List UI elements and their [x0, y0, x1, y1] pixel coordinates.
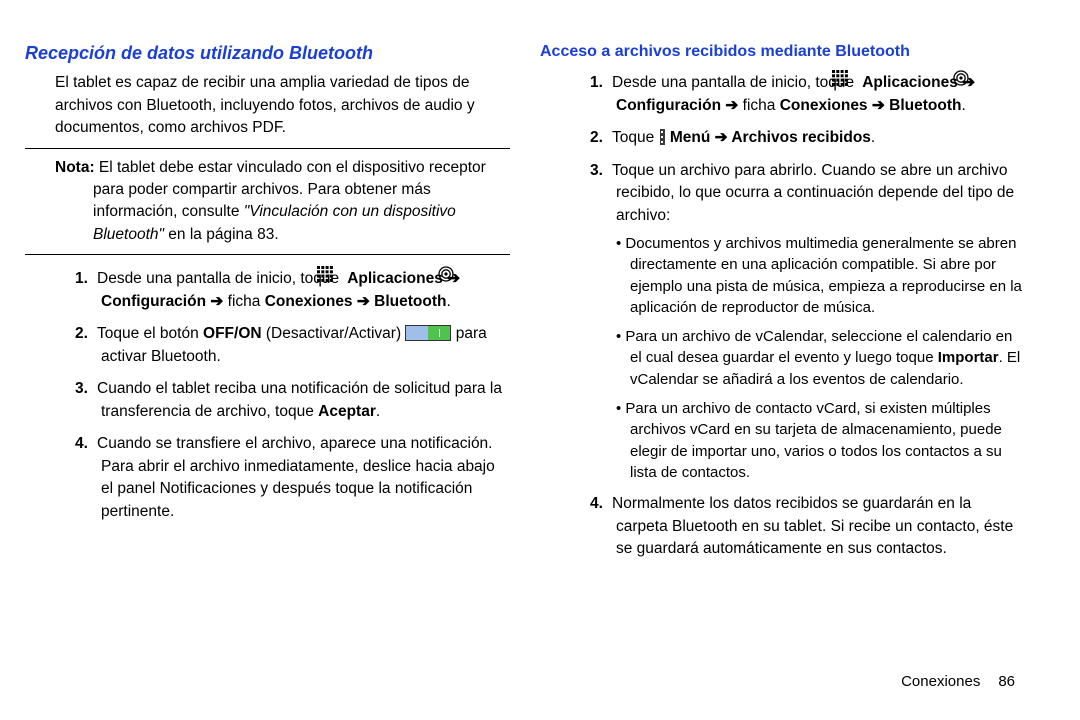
heading-left: Recepción de datos utilizando Bluetooth: [25, 40, 510, 66]
intro-paragraph: El tablet es capaz de recibir una amplia…: [55, 72, 510, 139]
bullet-list: Documentos y archivos multimedia general…: [616, 233, 1025, 483]
bullet-1: Documentos y archivos multimedia general…: [630, 233, 1025, 318]
r-step-2: 2.Toque Menú ➔ Archivos recibidos.: [616, 127, 1025, 149]
steps-left: 1.Desde una pantalla de inicio, toque Ap…: [25, 267, 510, 523]
bullet-2: Para un archivo de vCalendar, seleccione…: [630, 326, 1025, 390]
footer-page: 86: [998, 673, 1015, 690]
note-text-2: en la página 83.: [164, 226, 279, 243]
r-step-3: 3.Toque un archivo para abrirlo. Cuando …: [616, 160, 1025, 484]
page-footer: Conexiones 86: [901, 673, 1015, 690]
step-2: 2.Toque el botón OFF/ON (Desactivar/Acti…: [101, 323, 510, 368]
toggle-icon: [405, 325, 451, 341]
step-1: 1.Desde una pantalla de inicio, toque Ap…: [101, 267, 510, 313]
left-column: Recepción de datos utilizando Bluetooth …: [25, 40, 510, 571]
r-step-4: 4.Normalmente los datos recibidos se gua…: [616, 493, 1025, 560]
note-box: Nota: El tablet debe estar vinculado con…: [25, 148, 510, 256]
steps-right: 1.Desde una pantalla de inicio, toque Ap…: [540, 71, 1025, 560]
bullet-3: Para un archivo de contacto vCard, si ex…: [630, 398, 1025, 483]
note-label: Nota:: [55, 159, 95, 176]
footer-section: Conexiones: [901, 673, 980, 690]
right-column: Acceso a archivos recibidos mediante Blu…: [540, 40, 1025, 571]
step-3: 3.Cuando el tablet reciba una notificaci…: [101, 378, 510, 423]
menu-icon: [660, 129, 665, 145]
r-step-1: 1.Desde una pantalla de inicio, toque Ap…: [616, 71, 1025, 117]
heading-right: Acceso a archivos recibidos mediante Blu…: [540, 40, 1025, 63]
step-4: 4.Cuando se transfiere el archivo, apare…: [101, 433, 510, 523]
